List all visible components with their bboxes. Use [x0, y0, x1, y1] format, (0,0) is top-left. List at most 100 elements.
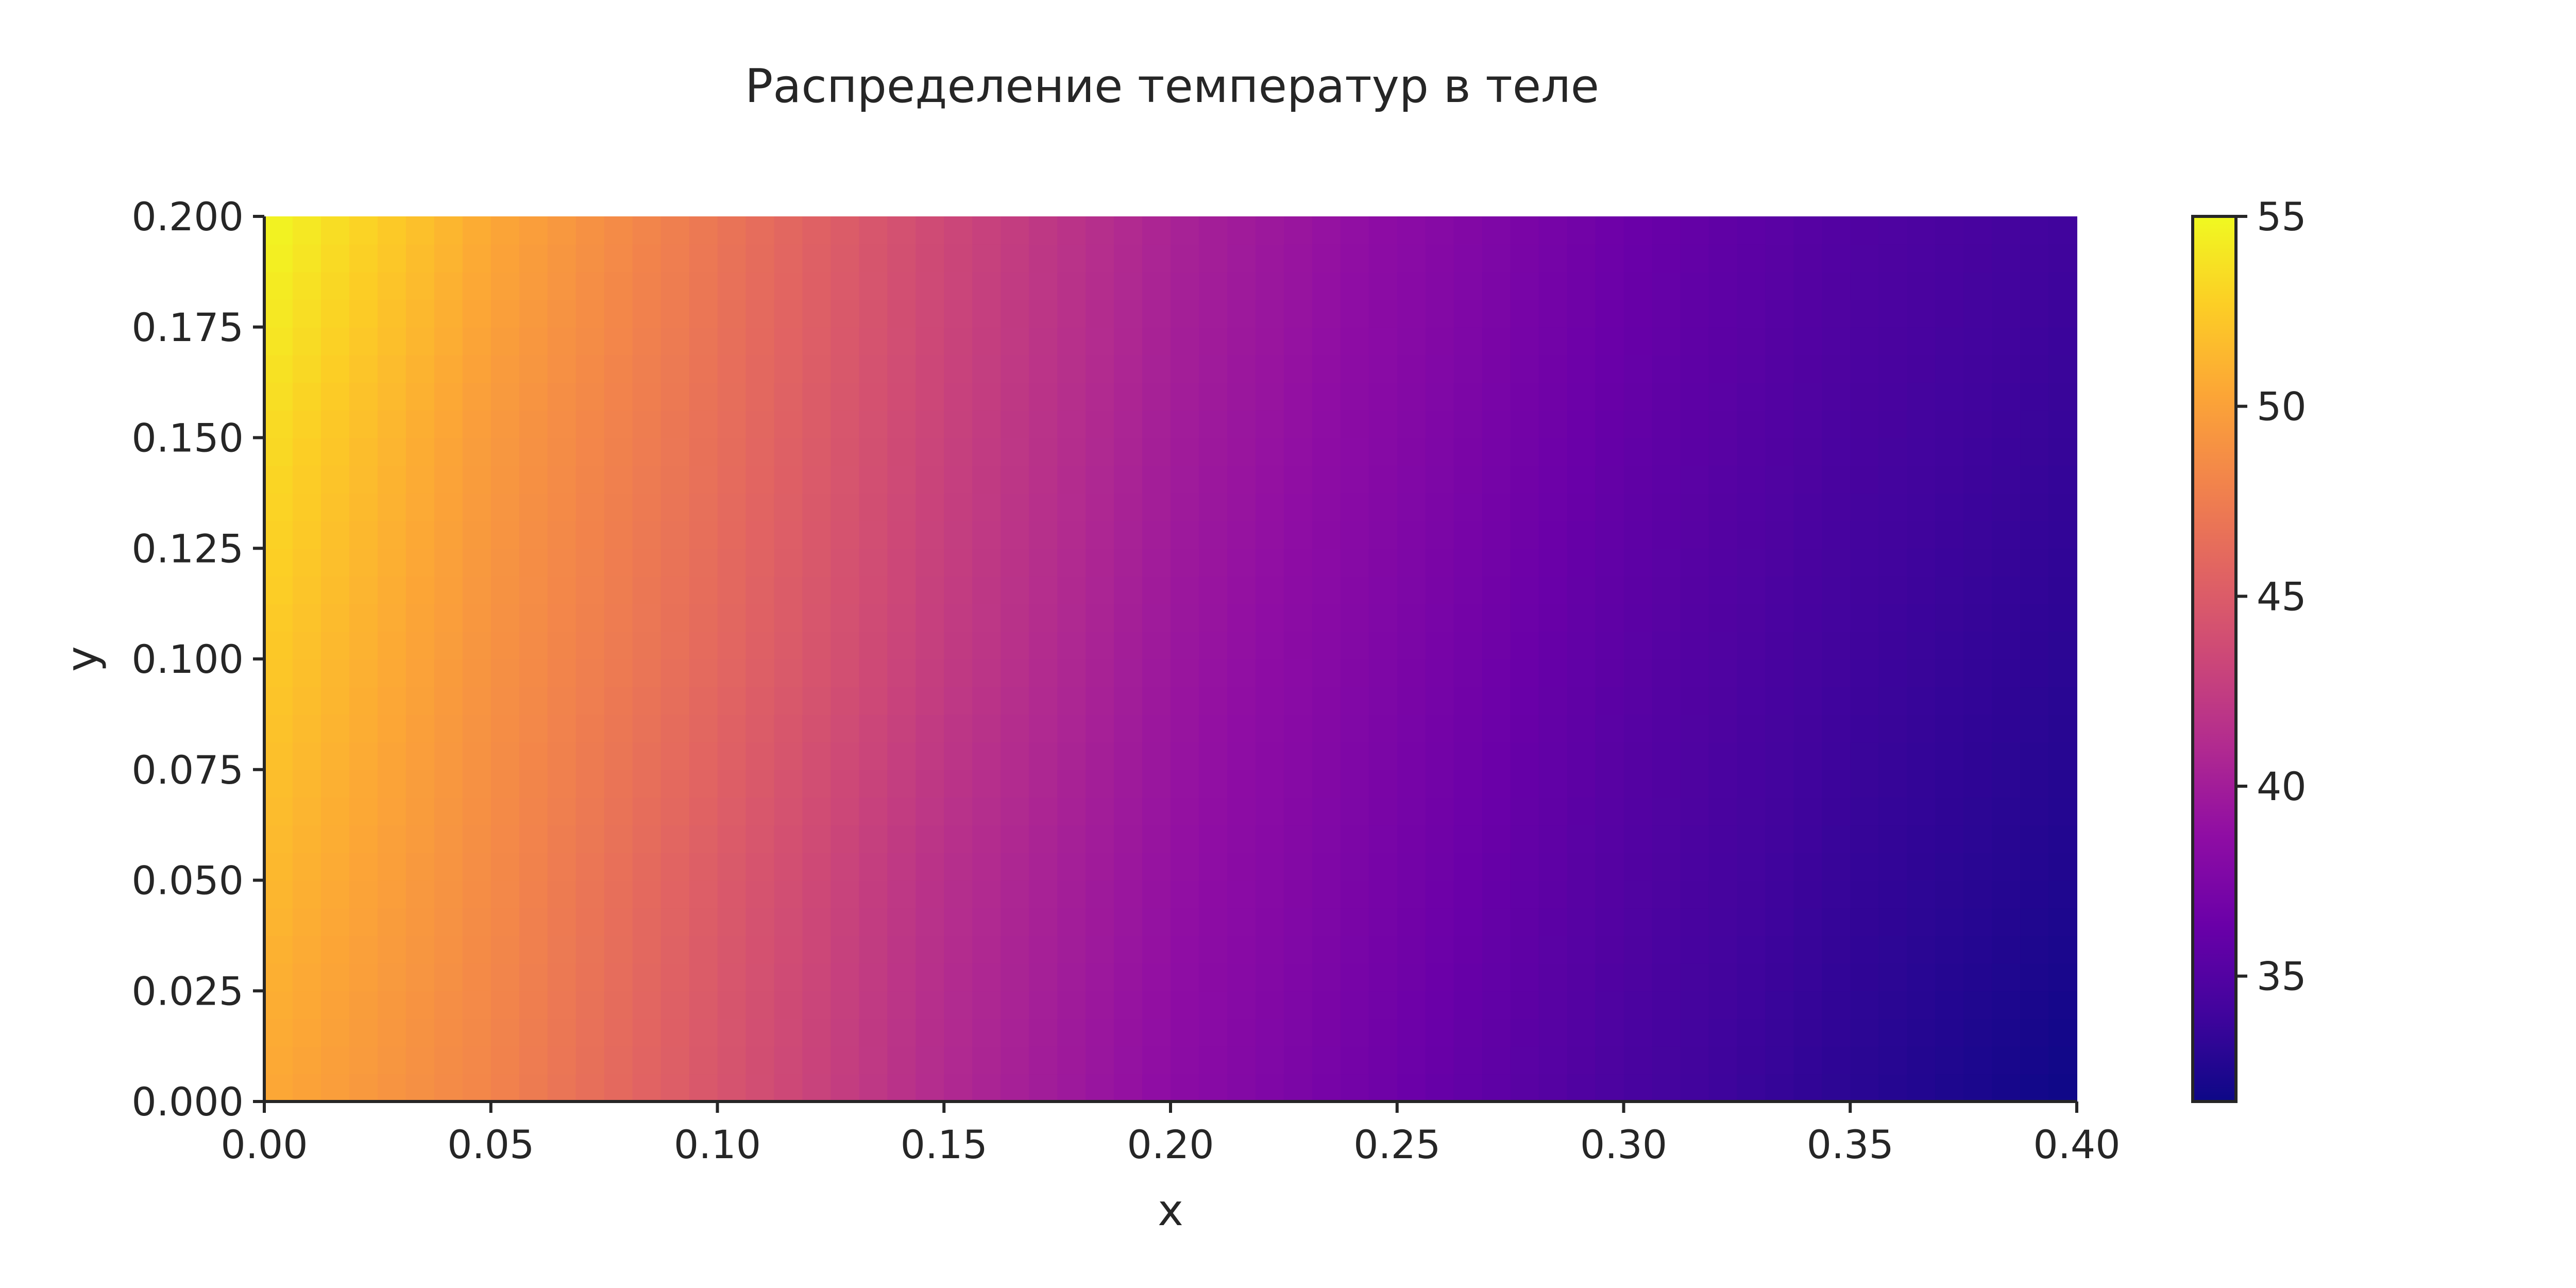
- heatmap-cell: [1171, 1046, 1199, 1075]
- heatmap-cell: [2048, 382, 2077, 411]
- heatmap-cell: [717, 631, 747, 659]
- heatmap-cell: [1086, 686, 1115, 715]
- heatmap-cell: [1171, 1074, 1199, 1102]
- heatmap-cell: [632, 603, 662, 632]
- heatmap-cell: [774, 354, 803, 383]
- heatmap-cell: [1793, 935, 1823, 964]
- heatmap-cell: [660, 603, 690, 632]
- heatmap-cell: [831, 493, 860, 521]
- heatmap-cell: [1595, 991, 1624, 1019]
- heatmap-cell: [944, 714, 973, 743]
- heatmap-cell: [1001, 493, 1030, 521]
- heatmap-cell: [2048, 825, 2077, 853]
- heatmap-cell: [377, 272, 406, 300]
- heatmap-cell: [1708, 410, 1738, 438]
- heatmap-cell: [1765, 354, 1794, 383]
- heatmap-cell: [1992, 493, 2021, 521]
- heatmap-cell: [831, 216, 860, 245]
- heatmap-cell: [2048, 244, 2077, 273]
- heatmap-cell: [1142, 742, 1171, 770]
- heatmap-cell: [1255, 963, 1284, 992]
- heatmap-cell: [462, 825, 492, 853]
- heatmap-cell: [1086, 520, 1115, 549]
- heatmap-cell: [1907, 493, 1936, 521]
- heatmap-cell: [1680, 825, 1709, 853]
- heatmap-cell: [1567, 575, 1596, 604]
- heatmap-cell: [1114, 908, 1143, 936]
- heatmap-cell: [1029, 825, 1058, 853]
- heatmap-cell: [1453, 354, 1483, 383]
- heatmap-cell: [1680, 493, 1709, 521]
- heatmap-cell: [1538, 963, 1568, 992]
- heatmap-cell: [972, 299, 1002, 328]
- heatmap-cell: [1822, 1018, 1851, 1047]
- heatmap-cell: [1029, 935, 1058, 964]
- heatmap-cell: [349, 548, 378, 577]
- heatmap-cell: [1142, 908, 1171, 936]
- heatmap-cell: [405, 382, 435, 411]
- heatmap-cell: [1510, 631, 1539, 659]
- heatmap-cell: [944, 797, 973, 826]
- heatmap-cell: [1652, 769, 1681, 798]
- heatmap-cell: [689, 991, 718, 1019]
- heatmap-cell: [1425, 963, 1454, 992]
- heatmap-cell: [632, 410, 662, 438]
- heatmap-cell: [1765, 908, 1794, 936]
- heatmap-cell: [1227, 272, 1256, 300]
- heatmap-cell: [1935, 465, 1964, 494]
- heatmap-cell: [1907, 410, 1936, 438]
- heatmap-cell: [632, 272, 662, 300]
- heatmap-cell: [434, 382, 463, 411]
- heatmap-cell: [349, 797, 378, 826]
- heatmap-cell: [1340, 686, 1369, 715]
- heatmap-cell: [1652, 1018, 1681, 1047]
- heatmap-cell: [1963, 548, 1993, 577]
- heatmap-cell: [859, 575, 888, 604]
- heatmap-cell: [405, 1018, 435, 1047]
- heatmap-cell: [1822, 575, 1851, 604]
- heatmap-cell: [575, 852, 605, 881]
- heatmap-cell: [1878, 354, 1908, 383]
- heatmap-cell: [859, 714, 888, 743]
- heatmap-cell: [972, 797, 1002, 826]
- heatmap-cell: [1765, 880, 1794, 909]
- heatmap-cell: [377, 714, 406, 743]
- heatmap-cell: [1680, 963, 1709, 992]
- heatmap-cell: [717, 935, 747, 964]
- heatmap-cell: [1001, 272, 1030, 300]
- x-tick-label: 0.30: [1580, 1122, 1667, 1167]
- heatmap-cell: [1029, 354, 1058, 383]
- heatmap-cell: [831, 1018, 860, 1047]
- heatmap-cell: [1397, 272, 1426, 300]
- heatmap-cell: [1708, 216, 1738, 245]
- heatmap-cell: [1737, 327, 1766, 355]
- heatmap-cell: [944, 354, 973, 383]
- heatmap-cell: [1227, 603, 1256, 632]
- heatmap-cell: [1822, 908, 1851, 936]
- heatmap-cell: [1482, 465, 1511, 494]
- heatmap-cell: [547, 631, 577, 659]
- heatmap-cell: [831, 520, 860, 549]
- heatmap-cell: [859, 437, 888, 466]
- heatmap-cell: [1510, 1018, 1539, 1047]
- heatmap-cell: [944, 272, 973, 300]
- heatmap-cell: [1312, 520, 1341, 549]
- heatmap-cell: [264, 520, 293, 549]
- heatmap-cell: [1793, 991, 1823, 1019]
- heatmap-cell: [1368, 1018, 1398, 1047]
- heatmap-cell: [1935, 769, 1964, 798]
- heatmap-cell: [1340, 825, 1369, 853]
- heatmap-cell: [1425, 991, 1454, 1019]
- heatmap-cell: [1114, 216, 1143, 245]
- heatmap-cell: [1878, 437, 1908, 466]
- heatmap-cell: [1198, 797, 1228, 826]
- heatmap-cell: [1057, 659, 1087, 687]
- heatmap-cell: [1878, 272, 1908, 300]
- heatmap-cell: [1425, 520, 1454, 549]
- heatmap-cell: [1793, 714, 1823, 743]
- heatmap-cell: [1001, 327, 1030, 355]
- heatmap-cell: [1029, 908, 1058, 936]
- heatmap-cell: [1708, 327, 1738, 355]
- heatmap-cell: [972, 659, 1002, 687]
- heatmap-cell: [660, 742, 690, 770]
